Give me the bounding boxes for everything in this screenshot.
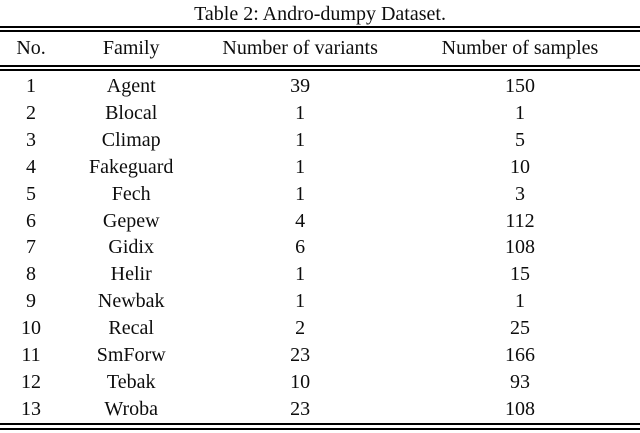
cell-family: Blocal — [105, 101, 158, 124]
dataset-table: No. Family Number of variants Number of … — [0, 26, 640, 430]
cell-no: 11 — [21, 344, 41, 367]
table-row: 6 Gepew 4 112 — [0, 208, 640, 235]
col-header-family: Family — [62, 29, 201, 71]
cell-no: 12 — [21, 370, 42, 393]
cell-family: SmForw — [96, 344, 166, 367]
table-row: 10 Recal 2 25 — [0, 315, 640, 342]
cell-variants: 2 — [295, 317, 306, 340]
table-row: 9 Newbak 1 1 — [0, 288, 640, 315]
cell-family: Climap — [101, 128, 161, 151]
cell-variants: 10 — [290, 370, 311, 393]
cell-family: Helir — [110, 263, 152, 286]
cell-variants: 23 — [290, 344, 311, 367]
cell-family: Tebak — [106, 370, 156, 393]
cell-variants: 4 — [295, 209, 306, 232]
cell-samples: 3 — [514, 182, 525, 205]
cell-samples: 93 — [509, 370, 530, 393]
table-row: 2 Blocal 1 1 — [0, 100, 640, 127]
table-row: 3 Climap 1 5 — [0, 127, 640, 154]
cell-no: 3 — [26, 128, 37, 151]
col-header-no: No. — [0, 29, 63, 71]
table-body: 1 Agent 39 150 2 Blocal 1 1 3 Climap 1 5… — [0, 68, 640, 426]
cell-variants: 1 — [295, 128, 306, 151]
table-row: 8 Helir 1 15 — [0, 261, 640, 288]
cell-variants: 1 — [295, 155, 306, 178]
header-row: No. Family Number of variants Number of … — [0, 29, 640, 71]
cell-family: Gepew — [102, 209, 160, 232]
table-row: 11 SmForw 23 166 — [0, 342, 640, 369]
cell-no: 5 — [26, 182, 37, 205]
col-header-variants: Number of variants — [200, 29, 400, 71]
cell-variants: 1 — [295, 263, 306, 286]
col-header-samples: Number of samples — [399, 29, 640, 71]
cell-no: 4 — [26, 155, 37, 178]
cell-variants: 39 — [290, 75, 311, 97]
cell-variants: 1 — [295, 101, 306, 124]
cell-family: Recal — [108, 317, 154, 340]
cell-no: 8 — [26, 263, 37, 286]
cell-variants: 1 — [295, 290, 306, 313]
table-row: 1 Agent 39 150 — [0, 68, 640, 100]
cell-variants: 1 — [295, 182, 306, 205]
cell-samples: 25 — [509, 317, 530, 340]
cell-family: Newbak — [97, 290, 165, 313]
table-row: 5 Fech 1 3 — [0, 181, 640, 208]
cell-family: Agent — [106, 75, 156, 97]
cell-no: 6 — [26, 209, 37, 232]
cell-samples: 108 — [504, 236, 535, 259]
cell-samples: 10 — [509, 155, 530, 178]
cell-samples: 1 — [514, 290, 525, 313]
table-caption: Table 2: Andro-dumpy Dataset. — [194, 3, 446, 25]
cell-variants: 23 — [290, 397, 311, 420]
cell-samples: 108 — [504, 397, 535, 420]
table-row: 12 Tebak 10 93 — [0, 369, 640, 396]
cell-no: 10 — [21, 317, 42, 340]
cell-samples: 5 — [514, 128, 525, 151]
cell-family: Fakeguard — [88, 155, 174, 178]
cell-no: 2 — [26, 101, 37, 124]
cell-no: 7 — [26, 236, 37, 259]
cell-samples: 1 — [514, 101, 525, 124]
cell-no: 9 — [26, 290, 37, 313]
cell-samples: 150 — [504, 75, 535, 97]
cell-samples: 112 — [505, 209, 535, 232]
cell-no: 1 — [26, 75, 37, 97]
cell-no: 13 — [21, 397, 42, 420]
table-row: 7 Gidix 6 108 — [0, 234, 640, 261]
cell-samples: 15 — [509, 263, 530, 286]
table-row: 13 Wroba 23 108 — [0, 396, 640, 426]
cell-family: Fech — [111, 182, 151, 205]
cell-family: Gidix — [108, 236, 154, 259]
table-row: 4 Fakeguard 1 10 — [0, 154, 640, 181]
cell-variants: 6 — [295, 236, 306, 259]
cell-family: Wroba — [104, 397, 158, 420]
cell-samples: 166 — [504, 344, 535, 367]
